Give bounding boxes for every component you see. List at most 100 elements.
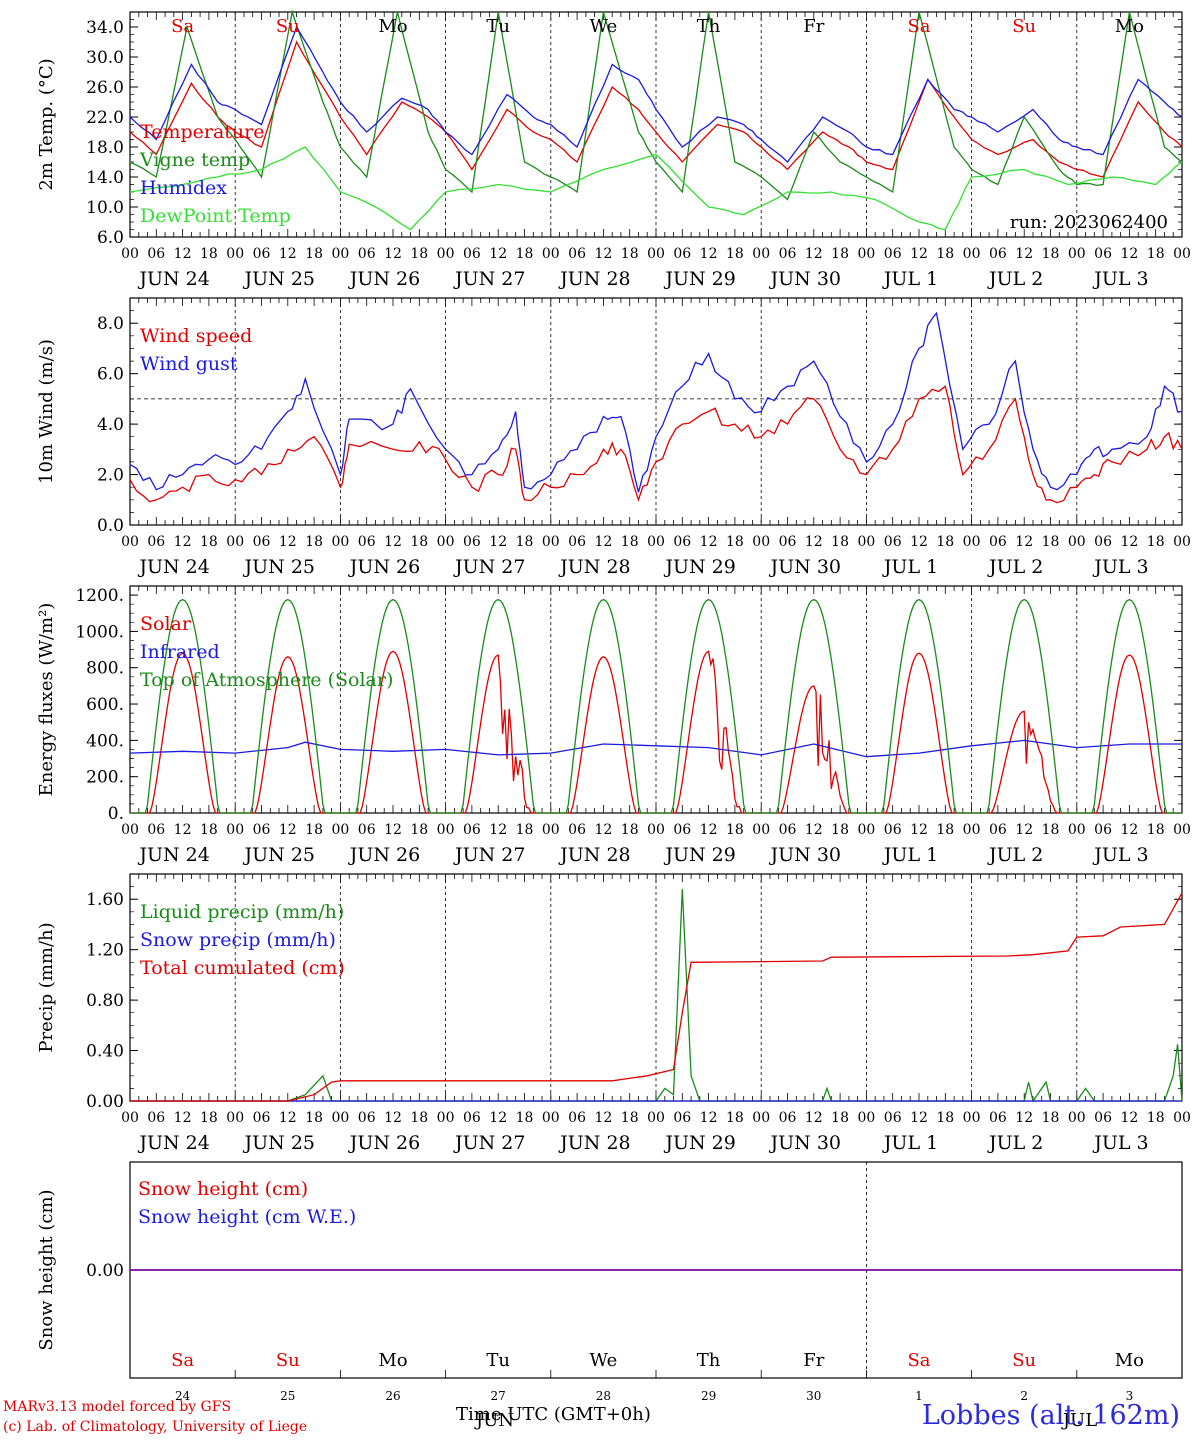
hour-tick-label: 00 xyxy=(331,534,349,550)
y-tick-label: 4.0 xyxy=(97,415,124,435)
hour-tick-label: 06 xyxy=(673,246,691,262)
hour-tick-label: 12 xyxy=(279,822,297,838)
hour-tick-label: 12 xyxy=(1015,534,1033,550)
hour-tick-label: 18 xyxy=(831,246,849,262)
date-label: JUN 26 xyxy=(348,556,420,578)
hour-tick-label: 06 xyxy=(463,1110,481,1126)
hour-tick-label: 06 xyxy=(147,534,165,550)
hour-tick-label: 18 xyxy=(621,1110,639,1126)
day-separator-lines xyxy=(234,12,1078,237)
hour-tick-label: 12 xyxy=(174,1110,192,1126)
weekday-label: Su xyxy=(276,1350,300,1371)
date-label: JUL 2 xyxy=(987,556,1043,578)
hour-tick-label: 18 xyxy=(516,534,534,550)
hour-tick-label: 12 xyxy=(805,1110,823,1126)
hour-tick-label: 12 xyxy=(700,822,718,838)
hour-tick-label: 12 xyxy=(174,246,192,262)
hour-tick-label: 12 xyxy=(594,822,612,838)
legend-entry: Snow height (cm) xyxy=(138,1178,308,1200)
hour-tick-label: 18 xyxy=(1147,246,1165,262)
panel-temperature: 6.0 10.0 14.0 18.0 22.0 26.0 30.0 34.0 2m Temp. … xyxy=(36,9,1191,290)
hour-tick-label: 12 xyxy=(279,246,297,262)
hour-tick-label: 00 xyxy=(647,1110,665,1126)
hour-tick-label: 00 xyxy=(857,246,875,262)
y-tick-label: 0.00 xyxy=(86,1092,124,1112)
hour-tick-label: 12 xyxy=(1120,1110,1138,1126)
hour-tick-label: 00 xyxy=(121,1110,139,1126)
y-tick-label: 34.0 xyxy=(86,18,124,38)
hour-tick-label: 18 xyxy=(726,822,744,838)
date-label: JUN 29 xyxy=(663,844,735,866)
hour-tick-label: 06 xyxy=(779,822,797,838)
hour-tick-label: 12 xyxy=(910,534,928,550)
legend-entry: Liquid precip (mm/h) xyxy=(140,901,344,923)
hour-tick-label: 18 xyxy=(1042,246,1060,262)
hour-tick-label: 06 xyxy=(673,534,691,550)
y-axis-label: 2m Temp. (°C) xyxy=(36,58,57,190)
x-minor-ticks xyxy=(129,298,1183,525)
y-tick-label: 400. xyxy=(86,731,124,751)
hour-tick-label: 06 xyxy=(1094,1110,1112,1126)
hour-tick-label: 12 xyxy=(805,534,823,550)
date-label: JUN 25 xyxy=(243,268,315,290)
hour-tick-label: 00 xyxy=(857,534,875,550)
hour-tick-label: 00 xyxy=(1068,534,1086,550)
date-label: JUN 30 xyxy=(769,1132,841,1154)
hour-tick-label: 12 xyxy=(279,1110,297,1126)
hour-tick-label: 06 xyxy=(463,534,481,550)
date-label: JUN 25 xyxy=(243,844,315,866)
series-line-energy-1 xyxy=(129,739,1182,758)
hour-tick-label: 00 xyxy=(1173,822,1191,838)
series-line-energy-2 xyxy=(130,598,1182,814)
hour-tick-label: 12 xyxy=(489,246,507,262)
y-tick-label: 0.0 xyxy=(97,516,124,536)
hour-tick-label: 18 xyxy=(200,246,218,262)
hour-tick-label: 00 xyxy=(226,1110,244,1126)
date-label: JUN 28 xyxy=(558,1132,630,1154)
hour-tick-label: 12 xyxy=(910,1110,928,1126)
hour-tick-label: 18 xyxy=(1042,1110,1060,1126)
hour-tick-label: 12 xyxy=(1120,822,1138,838)
hour-tick-label: 18 xyxy=(621,246,639,262)
hour-tick-label: 18 xyxy=(410,534,428,550)
series-line-temperature-1 xyxy=(129,9,1183,201)
legend-entry: Total cumulated (cm) xyxy=(140,957,345,979)
y-tick-label: 22.0 xyxy=(86,108,124,128)
y-minor-ticks xyxy=(130,11,1182,238)
hour-tick-label: 06 xyxy=(884,822,902,838)
series-line-precip-2 xyxy=(130,892,1183,1102)
hour-tick-label: 18 xyxy=(1042,822,1060,838)
hour-tick-label: 18 xyxy=(516,246,534,262)
date-label: JUN 24 xyxy=(137,844,209,866)
weekday-label: We xyxy=(590,16,618,37)
date-label: JUN 25 xyxy=(243,1132,315,1154)
y-tick-label: 0.80 xyxy=(86,991,124,1011)
hour-tick-label: 12 xyxy=(1015,1110,1033,1126)
hour-tick-label: 00 xyxy=(437,534,455,550)
hour-tick-label: 00 xyxy=(963,246,981,262)
y-tick-label: 1.20 xyxy=(86,941,124,961)
model-credit: MARv3.13 model forced by GFS xyxy=(3,1399,232,1415)
date-label: JUN 24 xyxy=(137,1132,209,1154)
hour-tick-label: 00 xyxy=(542,822,560,838)
hour-tick-label: 18 xyxy=(621,534,639,550)
series-line-temperature-2 xyxy=(129,25,1183,163)
hour-tick-label: 06 xyxy=(147,246,165,262)
hour-tick-label: 06 xyxy=(884,246,902,262)
date-label: JUN 28 xyxy=(558,844,630,866)
day-number-label: 24 xyxy=(175,1389,191,1403)
date-label: JUN 27 xyxy=(453,1132,525,1154)
hour-tick-label: 06 xyxy=(1094,534,1112,550)
date-label: JUN 30 xyxy=(769,556,841,578)
day-number-label: 3 xyxy=(1126,1389,1134,1403)
hour-tick-label: 06 xyxy=(358,822,376,838)
hour-tick-label: 12 xyxy=(910,822,928,838)
hour-tick-label: 00 xyxy=(331,1110,349,1126)
hour-tick-label: 06 xyxy=(673,1110,691,1126)
date-label: JUL 2 xyxy=(987,1132,1043,1154)
hour-tick-label: 18 xyxy=(410,246,428,262)
hour-tick-label: 00 xyxy=(1173,246,1191,262)
day-number-label: 25 xyxy=(280,1389,295,1403)
plot-frame xyxy=(129,11,1183,238)
y-tick-label: 200. xyxy=(86,768,124,788)
